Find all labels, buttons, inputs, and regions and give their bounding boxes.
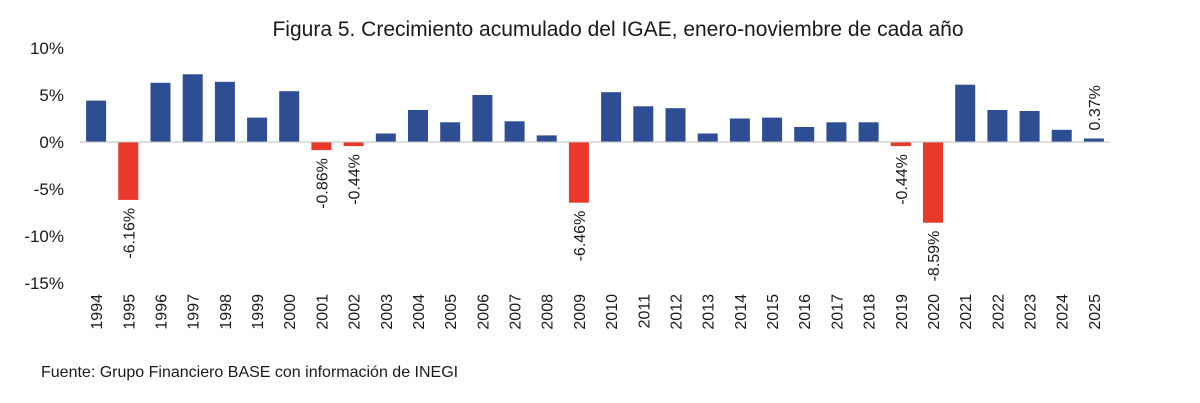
x-tick-label: 2022 (990, 294, 1007, 330)
y-axis-ticks: 10% 5% 0% -5% -10% -15% (24, 39, 64, 293)
bar-2022 (987, 110, 1007, 142)
bar-2017 (826, 122, 846, 142)
bar-1995 (118, 142, 138, 200)
data-label-2019: -0.44% (894, 154, 911, 205)
x-axis-ticks: 1994 1995 1996 1997 1998 1999 2000 2001 2002 2003… (89, 294, 1104, 330)
bar-2009 (569, 142, 589, 203)
x-tick-label: 1998 (218, 294, 235, 330)
x-tick-label: 2005 (443, 294, 460, 330)
bar-1998 (215, 82, 235, 142)
bar-1999 (247, 118, 267, 142)
bar-2015 (762, 118, 782, 142)
x-tick-label: 2009 (572, 294, 589, 330)
x-tick-label: 2004 (411, 294, 428, 330)
bar-2025 (1084, 139, 1104, 143)
bar-2011 (633, 106, 653, 142)
bar-2024 (1052, 130, 1072, 142)
source-note: Fuente: Grupo Financiero BASE con inform… (41, 364, 458, 382)
y-tick-label: 5% (39, 86, 64, 105)
bar-2023 (1020, 111, 1040, 142)
x-tick-label: 2023 (1023, 294, 1040, 330)
bar-2005 (440, 122, 460, 142)
y-tick-label: -5% (34, 180, 64, 199)
bar-1997 (183, 74, 203, 142)
bar-2001 (311, 142, 331, 150)
y-tick-label: -10% (24, 227, 64, 246)
bar-2006 (472, 95, 492, 142)
x-tick-label: 1995 (121, 294, 138, 330)
bar-2019 (891, 142, 911, 146)
x-tick-label: 2010 (604, 294, 621, 330)
y-tick-label: 0% (39, 133, 64, 152)
x-tick-label: 2011 (636, 294, 653, 329)
x-tick-label: 2019 (894, 294, 911, 330)
bar-2008 (537, 135, 557, 142)
x-tick-label: 2014 (733, 294, 750, 330)
bar-2007 (505, 121, 525, 142)
x-tick-label: 2003 (379, 294, 396, 330)
x-tick-label: 2017 (829, 294, 846, 330)
data-label-2009: -6.46% (572, 211, 589, 262)
x-tick-label: 2024 (1055, 294, 1072, 330)
x-tick-label: 2002 (347, 294, 364, 330)
x-tick-label: 2016 (797, 294, 814, 330)
x-tick-label: 2001 (314, 294, 331, 330)
data-label-2001: -0.86% (314, 158, 331, 209)
data-label-2002: -0.44% (347, 154, 364, 205)
x-tick-label: 1996 (154, 294, 171, 330)
x-tick-label: 1999 (250, 294, 267, 330)
x-tick-label: 2013 (701, 294, 718, 330)
x-tick-label: 2008 (540, 294, 557, 330)
bar-2013 (698, 134, 718, 143)
data-label-2025: 0.37% (1087, 85, 1104, 130)
x-tick-label: 2012 (669, 294, 686, 330)
x-tick-label: 2025 (1087, 294, 1104, 330)
y-tick-label: 10% (30, 39, 64, 58)
data-label-2020: -8.59% (926, 231, 943, 282)
bar-2014 (730, 119, 750, 143)
x-tick-label: 1994 (89, 294, 106, 330)
x-tick-label: 2018 (862, 294, 879, 330)
bar-2012 (666, 108, 686, 142)
x-tick-label: 2000 (282, 294, 299, 330)
bar-1994 (86, 101, 106, 142)
bar-1996 (151, 83, 171, 142)
bar-2018 (859, 122, 879, 142)
x-tick-label: 2021 (958, 294, 975, 330)
x-tick-label: 2020 (926, 294, 943, 330)
bar-2003 (376, 134, 396, 143)
bar-2016 (794, 127, 814, 142)
bar-2021 (955, 85, 975, 142)
x-tick-label: 2007 (508, 294, 525, 330)
data-label-1995: -6.16% (121, 208, 138, 259)
y-tick-label: -15% (24, 274, 64, 293)
bar-2002 (344, 142, 364, 146)
bar-2000 (279, 91, 299, 142)
x-tick-label: 2015 (765, 294, 782, 330)
bar-2020 (923, 142, 943, 223)
bars (86, 74, 1104, 222)
bar-2004 (408, 110, 428, 142)
x-tick-label: 1997 (186, 294, 203, 330)
bar-2010 (601, 92, 621, 142)
x-tick-label: 2006 (475, 294, 492, 330)
